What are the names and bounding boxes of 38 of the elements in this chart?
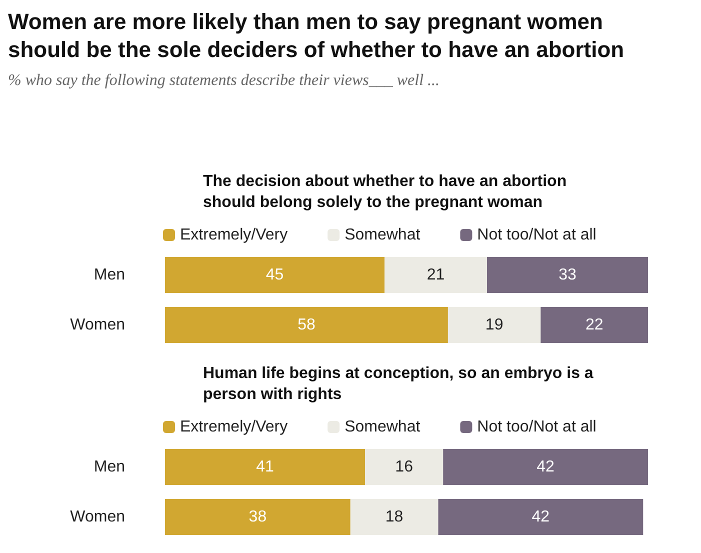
bar — [540, 307, 648, 343]
bar — [165, 307, 448, 343]
data-label: 22 — [585, 316, 604, 334]
legend-label: Not too/Not at all — [477, 418, 596, 436]
legend-label: Not too/Not at all — [477, 226, 596, 244]
bar — [350, 499, 438, 535]
data-label: 21 — [426, 266, 445, 284]
data-label: 18 — [385, 508, 404, 526]
y-tick-label: Women — [70, 508, 125, 526]
data-label: 16 — [395, 458, 414, 476]
data-label: 38 — [248, 508, 267, 526]
data-label: 19 — [485, 316, 504, 334]
bar — [384, 257, 487, 293]
data-label: 45 — [266, 266, 284, 284]
bar — [443, 449, 648, 485]
bar — [365, 449, 444, 485]
data-label: 41 — [256, 458, 274, 476]
text: Women are more likely than men to say pregnant women should be the sole deciders of whether to have an abortion — [8, 8, 626, 64]
y-tick-label: Men — [94, 266, 125, 284]
data-label: 58 — [298, 316, 316, 334]
y-tick-label: Men — [94, 458, 125, 476]
bar — [448, 307, 541, 343]
text: % who say the following statements describe their views___ well ... — [8, 72, 441, 90]
bar — [165, 449, 366, 485]
bar — [165, 257, 385, 293]
legend-label: Extremely/Very — [180, 226, 288, 244]
data-label: 33 — [558, 266, 576, 284]
bar — [165, 499, 350, 535]
chart-title: Human life begins at conception, so an embryo is a person with rights — [203, 365, 598, 403]
data-label: 42 — [536, 458, 555, 476]
legend-label: Somewhat — [344, 226, 421, 244]
legend-label: Extremely/Very — [180, 418, 288, 436]
data-label: 42 — [532, 508, 550, 526]
legend-label: Somewhat — [344, 418, 421, 436]
chart-title: The decision about whether to have an abortion should belong solely to the pregnant woman — [203, 173, 572, 211]
bar — [438, 499, 644, 535]
y-tick-label: Women — [70, 316, 125, 334]
bar — [487, 257, 648, 293]
